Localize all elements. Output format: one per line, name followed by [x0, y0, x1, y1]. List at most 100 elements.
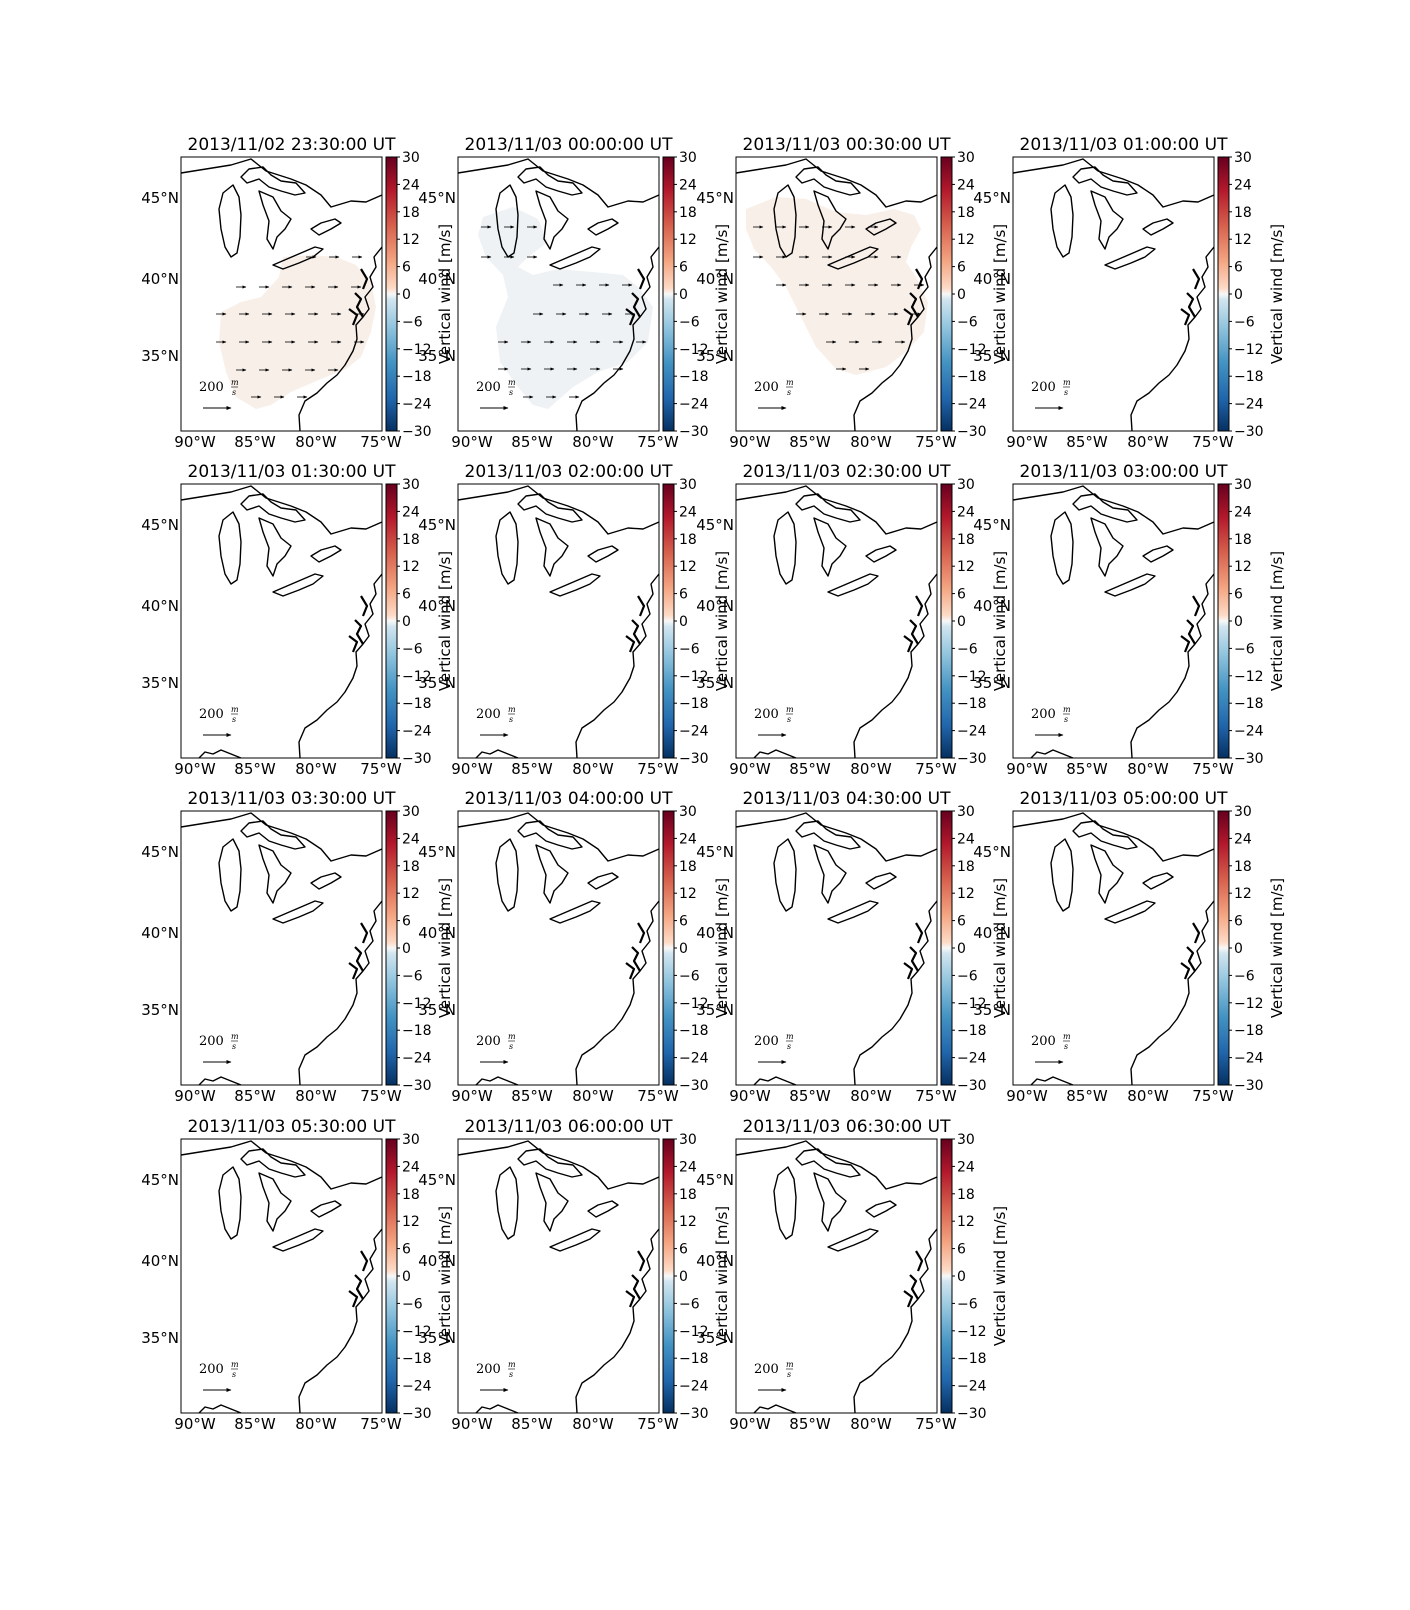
lake-ontario [865, 218, 897, 236]
colorbar-tick-label: 18 [957, 205, 975, 221]
lat-tick-label: 35°N [696, 674, 734, 692]
lake-superior [795, 820, 861, 850]
lat-tick-label: 35°N [973, 1001, 1011, 1019]
colorbar-tick-label: 0 [957, 1269, 966, 1285]
map-panel: 2013/11/03 01:30:00 UT 200 ms 90°W 85°W 80°W 7… [141, 462, 454, 778]
east-coastline [298, 573, 383, 759]
map-panel: 2013/11/03 00:00:00 UT 200 ms 90°W 85°W 80°W 7… [418, 135, 731, 451]
colorbar-tick-label: −6 [957, 641, 978, 657]
colorbar-tick-label: −24 [402, 724, 432, 740]
colorbar-tick-label: −24 [957, 1051, 987, 1067]
colorbar-tick-label: 18 [1234, 532, 1252, 548]
colorbar-label: Vertical wind [m/s] [1268, 224, 1286, 364]
colorbar-tick-label: 6 [402, 1242, 411, 1258]
lat-tick-label: 40°N [696, 597, 734, 615]
colorbar-tick-label: 24 [402, 177, 420, 193]
lon-tick-label: 85°W [789, 433, 831, 451]
caribbean-coast [1030, 1076, 1074, 1086]
colorbar-tick-label: 18 [402, 205, 420, 221]
map-background [181, 1139, 382, 1413]
lake-superior [1072, 166, 1138, 196]
map-panel: 2013/11/03 06:30:00 UT 200 ms 90°W 85°W 80°W 7… [696, 1117, 1009, 1433]
colorbar-label: Vertical wind [m/s] [991, 878, 1009, 1018]
colorbar-tick-label: 18 [1234, 859, 1252, 875]
map-frame [735, 483, 938, 759]
lon-tick-label: 80°W [295, 433, 337, 451]
colorbar [940, 810, 953, 1086]
coastline-north [180, 1140, 383, 1190]
lake-erie [549, 246, 601, 270]
colorbar-label: Vertical wind [m/s] [436, 551, 454, 691]
lon-tick-label: 80°W [572, 760, 614, 778]
map-frame [735, 156, 938, 432]
colorbar-tick-label: −30 [1234, 751, 1264, 767]
colorbar [940, 1138, 953, 1414]
colorbar-tick-label: −12 [402, 669, 432, 685]
map-frame [180, 156, 383, 432]
map-background [736, 1139, 937, 1413]
colorbar-tick-label: −6 [1234, 314, 1255, 330]
colorbar-tick-label: −30 [957, 424, 987, 440]
map-frame [180, 1138, 383, 1414]
colorbar-tick-label: 6 [957, 1242, 966, 1258]
colorbar-tick-label: 30 [1234, 150, 1252, 166]
colorbar-tick-label: −18 [402, 369, 432, 385]
colorbar-tick-label: −12 [1234, 996, 1264, 1012]
map-frame [180, 810, 383, 1086]
scale-unit-num: m [231, 1360, 239, 1369]
colorbar-tick-label: −6 [1234, 641, 1255, 657]
lon-tick-label: 80°W [850, 1087, 892, 1105]
colorbar-tick-label: 30 [679, 477, 697, 493]
colorbar [662, 156, 675, 432]
panel-title: 2013/11/03 00:30:00 UT [743, 135, 952, 155]
map-background [458, 811, 659, 1085]
colorbar-tick-label: −24 [402, 397, 432, 413]
coastline-north [180, 485, 383, 535]
lon-tick-label: 80°W [850, 760, 892, 778]
colorbar-tick-label: 12 [402, 886, 420, 902]
lon-tick-label: 80°W [1127, 760, 1169, 778]
colorbar-tick-label: −6 [679, 968, 700, 984]
lat-tick-label: 40°N [696, 1252, 734, 1270]
scale-arrow-label: 200 [199, 707, 224, 722]
lake-erie [1104, 573, 1156, 597]
lake-superior [1072, 820, 1138, 850]
colorbar-label: Vertical wind [m/s] [713, 551, 731, 691]
colorbar [1217, 483, 1230, 759]
lat-tick-label: 40°N [973, 270, 1011, 288]
lake-huron [813, 1172, 847, 1232]
lake-michigan [495, 511, 519, 585]
colorbar-tick-label: −6 [679, 641, 700, 657]
colorbar-tick-label: 30 [679, 1132, 697, 1148]
panel-title: 2013/11/03 05:00:00 UT [1020, 789, 1229, 809]
lake-superior [517, 493, 583, 523]
colorbar-tick-label: 18 [679, 859, 697, 875]
scale-unit-num: m [786, 705, 794, 714]
lake-ontario [310, 545, 342, 563]
map-background [181, 484, 382, 758]
colorbar-tick-label: 6 [679, 914, 688, 930]
lake-erie [549, 900, 601, 924]
coastline-north [1012, 812, 1215, 862]
panel-title: 2013/11/03 02:30:00 UT [743, 462, 952, 482]
map-panel: 2013/11/03 05:30:00 UT 200 ms 90°W 85°W 80°W 7… [141, 1117, 454, 1433]
colorbar-tick-label: −30 [957, 1406, 987, 1422]
lon-tick-label: 90°W [729, 760, 771, 778]
lat-tick-label: 45°N [696, 1171, 734, 1189]
colorbar [940, 483, 953, 759]
lake-ontario [587, 545, 619, 563]
panel-title: 2013/11/03 02:00:00 UT [465, 462, 674, 482]
scale-unit-den: s [787, 1370, 791, 1379]
lon-tick-label: 80°W [295, 760, 337, 778]
colorbar-tick-label: −12 [957, 1324, 987, 1340]
lon-tick-label: 75°W [915, 433, 957, 451]
scale-unit-num: m [508, 378, 516, 387]
lon-tick-label: 75°W [915, 1087, 957, 1105]
coastline-north [457, 158, 660, 208]
map-panel: 2013/11/03 06:00:00 UT 200 ms 90°W 85°W 80°W 7… [418, 1117, 731, 1433]
scale-unit-den: s [232, 1370, 236, 1379]
east-coastline [1130, 573, 1215, 759]
colorbar-tick-label: −24 [679, 397, 709, 413]
map-frame [457, 1138, 660, 1414]
colorbar-label: Vertical wind [m/s] [991, 1206, 1009, 1346]
